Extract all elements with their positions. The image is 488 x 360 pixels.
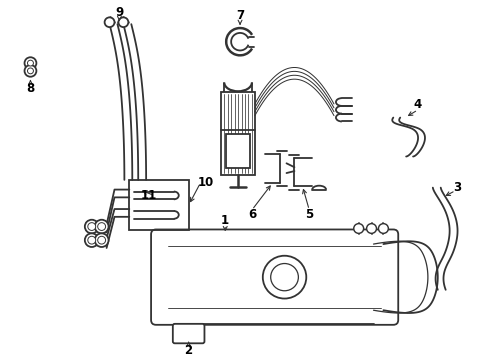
Circle shape — [378, 224, 387, 233]
Circle shape — [270, 264, 298, 291]
Text: 11: 11 — [141, 189, 157, 202]
Text: 2: 2 — [184, 343, 192, 357]
Circle shape — [88, 222, 96, 230]
Circle shape — [366, 224, 376, 233]
Circle shape — [84, 220, 99, 233]
Circle shape — [98, 236, 105, 244]
Bar — [129, 180, 188, 230]
Text: 1: 1 — [221, 214, 229, 227]
Circle shape — [262, 256, 305, 298]
Text: 3: 3 — [452, 181, 461, 194]
Circle shape — [95, 220, 108, 233]
Text: 9: 9 — [115, 6, 123, 19]
Text: 7: 7 — [236, 9, 244, 22]
Circle shape — [95, 233, 108, 247]
Circle shape — [24, 65, 36, 77]
Circle shape — [24, 57, 36, 69]
Text: 6: 6 — [247, 208, 256, 221]
Bar — [226, 134, 249, 168]
Circle shape — [84, 233, 99, 247]
Circle shape — [88, 236, 96, 244]
Text: 4: 4 — [413, 98, 421, 112]
Circle shape — [27, 68, 33, 74]
Bar — [221, 92, 254, 175]
FancyBboxPatch shape — [151, 229, 397, 325]
Circle shape — [98, 222, 105, 230]
Text: 5: 5 — [305, 208, 313, 221]
Text: 10: 10 — [197, 176, 213, 189]
Circle shape — [104, 17, 114, 27]
Circle shape — [118, 17, 128, 27]
Circle shape — [27, 60, 33, 66]
FancyBboxPatch shape — [172, 324, 204, 343]
Circle shape — [353, 224, 363, 233]
Text: 8: 8 — [26, 82, 35, 95]
